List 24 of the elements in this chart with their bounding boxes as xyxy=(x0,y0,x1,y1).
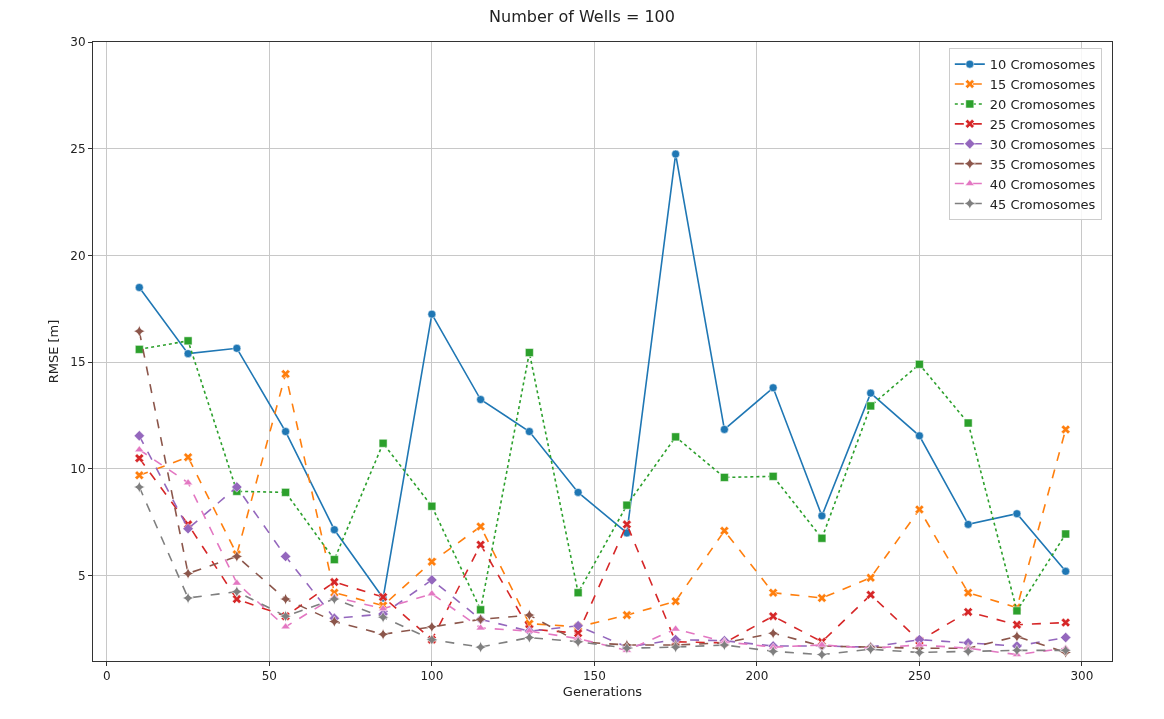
x-tick-label: 0 xyxy=(102,669,111,684)
y-tick-label: 5 xyxy=(77,568,86,583)
y-tick-label: 25 xyxy=(70,141,86,156)
x-tick-label: 50 xyxy=(261,669,277,684)
legend-label: 35 Cromosomes xyxy=(989,156,1096,172)
legend-label: 30 Cromosomes xyxy=(989,136,1096,152)
x-tick-label: 300 xyxy=(1070,669,1094,684)
legend-label: 45 Cromosomes xyxy=(989,196,1096,212)
x-tick-label: 200 xyxy=(745,669,769,684)
y-tick-label: 15 xyxy=(70,355,86,370)
x-tick-label: 100 xyxy=(420,669,444,684)
x-tick-label: 250 xyxy=(907,669,931,684)
legend-label: 40 Cromosomes xyxy=(989,176,1096,192)
y-tick-label: 20 xyxy=(70,248,86,263)
legend-label: 10 Cromosomes xyxy=(989,57,1096,73)
legend-label: 15 Cromosomes xyxy=(989,77,1096,93)
y-tick-label: 30 xyxy=(70,35,86,50)
x-axis-title: Generations xyxy=(562,684,643,699)
legend-label: 20 Cromosomes xyxy=(989,97,1096,113)
y-axis-title: RMSE [m] xyxy=(46,319,62,384)
x-tick-label: 150 xyxy=(582,669,606,684)
legend-label: 25 Cromosomes xyxy=(989,116,1096,132)
y-tick-label: 10 xyxy=(70,462,86,477)
chart-title: Number of Wells = 100 xyxy=(489,6,675,26)
